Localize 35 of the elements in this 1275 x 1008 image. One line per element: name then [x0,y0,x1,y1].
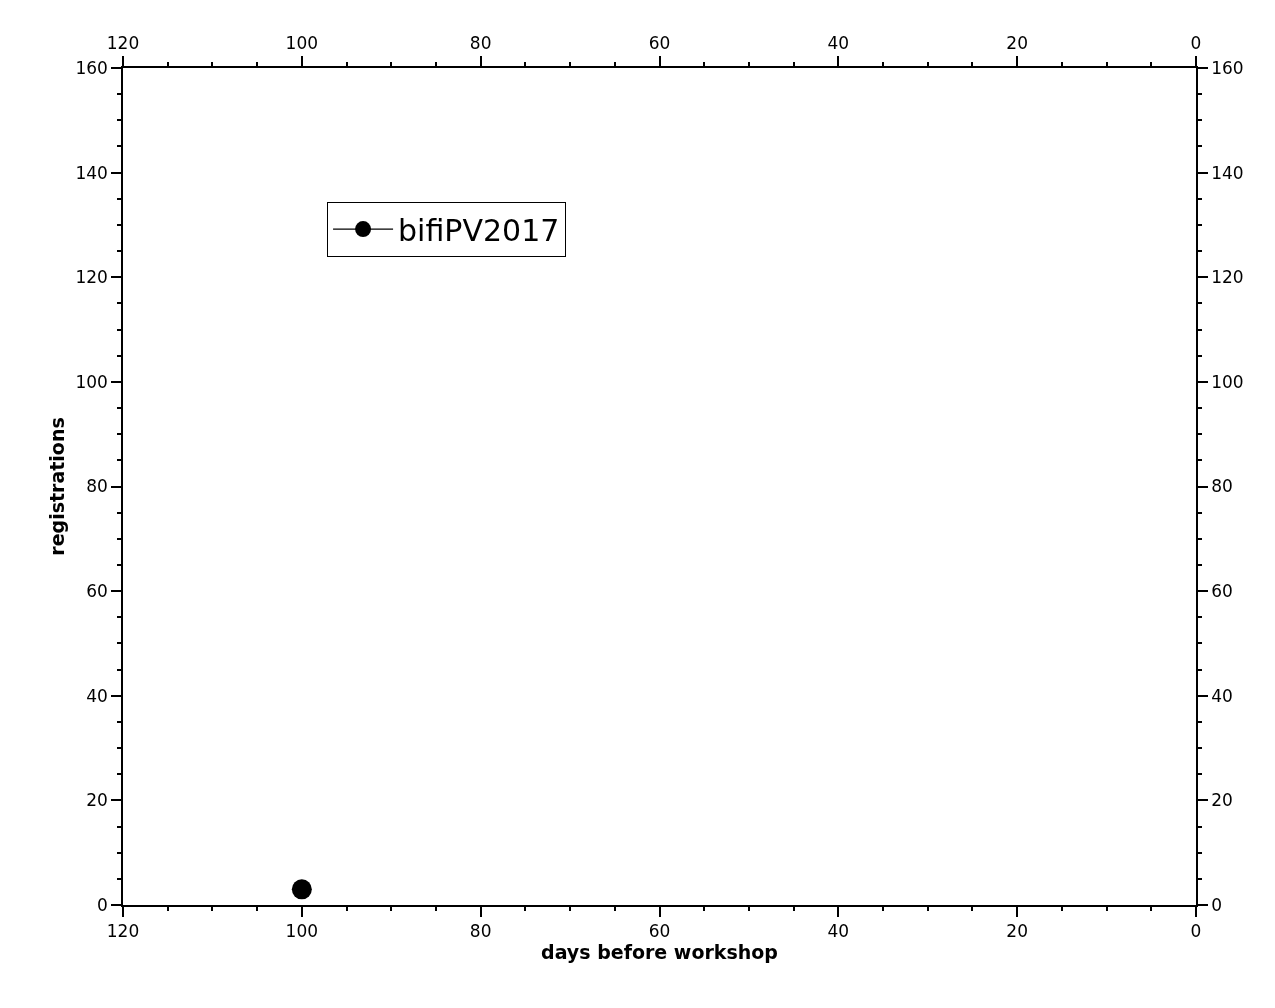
y2-tick-label: 140 [1211,162,1244,183]
x-tick-label: 40 [827,33,850,54]
y-tick-label: 60 [86,581,108,602]
y-tick-label: 120 [75,267,108,288]
x2-tick-label: 0 [1190,921,1202,942]
y2-tick-label: 160 [1211,57,1244,78]
x2-tick-label: 80 [469,921,492,942]
y2-tick-label: 0 [1211,894,1222,915]
y-tick-label: 40 [86,685,108,706]
y-tick-label: 160 [75,57,108,78]
y-tick-label: 0 [97,894,108,915]
x2-tick-label: 20 [1006,921,1028,942]
x-tick-label: 20 [1006,33,1028,54]
y2-tick-label: 100 [1211,371,1244,392]
x-tick-label: 80 [469,33,492,54]
x-tick-label: 120 [106,33,140,54]
x-axis-title: days before workshop [541,941,778,964]
y2-tick-label: 20 [1211,790,1233,811]
y2-tick-label: 40 [1211,685,1233,706]
y2-tick-label: 80 [1211,476,1233,497]
x-tick-label: 100 [285,33,319,54]
y-tick-label: 140 [75,162,108,183]
y-tick-label: 20 [86,790,108,811]
legend-label: bifiPV2017 [398,212,560,248]
y2-tick-label: 60 [1211,581,1233,602]
x2-tick-label: 60 [648,921,671,942]
x-tick-label: 0 [1190,33,1202,54]
y-tick-label: 100 [75,371,108,392]
x2-tick-label: 40 [827,921,850,942]
x-tick-label: 60 [648,33,671,54]
y-tick-label: 80 [86,476,108,497]
y2-tick-label: 120 [1211,267,1244,288]
x2-tick-label: 100 [285,921,319,942]
y-axis-title: registrations [45,417,68,556]
x2-tick-label: 120 [106,921,140,942]
